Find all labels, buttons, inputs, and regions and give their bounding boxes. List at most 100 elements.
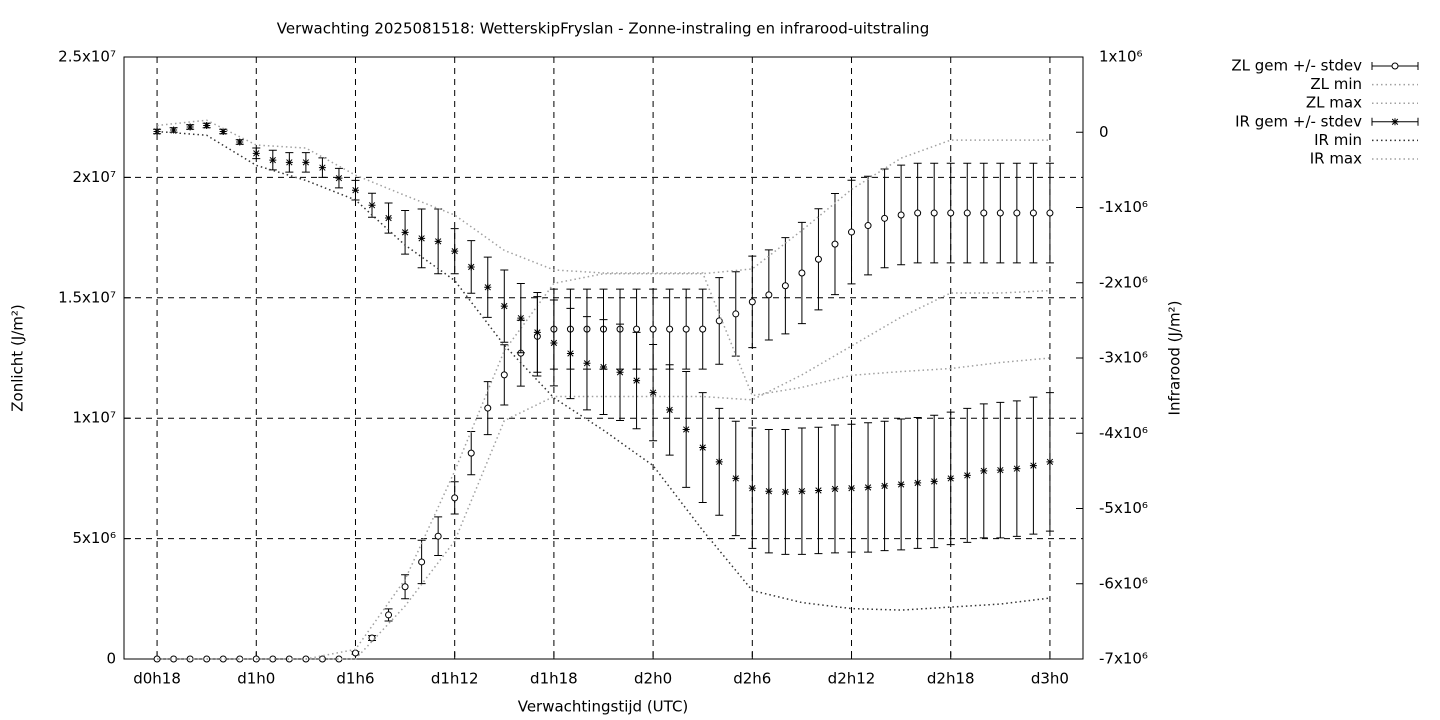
marker-star xyxy=(203,121,211,129)
marker-circle xyxy=(1029,209,1037,217)
marker-circle xyxy=(484,404,492,412)
marker-star xyxy=(269,156,277,164)
marker-star xyxy=(500,302,508,310)
legend-label: ZL max xyxy=(1306,94,1362,112)
x-tick-label: d2h0 xyxy=(634,670,672,688)
marker-star xyxy=(252,149,260,157)
marker-star xyxy=(897,480,905,488)
marker-star xyxy=(1029,462,1037,470)
marker-circle xyxy=(236,655,244,663)
x-tick-label: d0h18 xyxy=(133,670,181,688)
marker-circle xyxy=(914,209,922,217)
marker-star xyxy=(666,406,674,414)
marker-star xyxy=(781,488,789,496)
marker-circle xyxy=(798,269,806,277)
marker-circle xyxy=(401,583,409,591)
y2-tick-label: 1x10⁶ xyxy=(1099,48,1143,66)
marker-circle xyxy=(848,228,856,236)
marker-circle xyxy=(765,291,773,299)
marker-circle xyxy=(930,209,938,217)
legend-marker xyxy=(1391,62,1399,70)
y-tick-label: 1.5x10⁷ xyxy=(58,288,116,306)
marker-star xyxy=(980,467,988,475)
marker-star xyxy=(947,474,955,482)
marker-star xyxy=(748,484,756,492)
marker-star xyxy=(814,486,822,494)
range-line xyxy=(156,119,1050,397)
marker-star xyxy=(715,458,723,466)
x-tick-label: d1h12 xyxy=(431,670,479,688)
marker-star xyxy=(996,466,1004,474)
marker-star xyxy=(633,377,641,385)
marker-star xyxy=(649,389,657,397)
marker-circle xyxy=(831,240,839,248)
marker-star xyxy=(285,158,293,166)
marker-circle xyxy=(351,649,359,657)
marker-star xyxy=(318,164,326,172)
x-tick-label: d2h6 xyxy=(733,670,771,688)
legend-label: ZL min xyxy=(1310,75,1362,93)
marker-star xyxy=(401,228,409,236)
marker-star xyxy=(434,237,442,245)
marker-circle xyxy=(285,655,293,663)
marker-circle xyxy=(732,310,740,318)
x-tick-label: d2h18 xyxy=(927,670,975,688)
marker-star xyxy=(368,201,376,209)
marker-star xyxy=(765,487,773,495)
marker-circle xyxy=(947,209,955,217)
x-tick-label: d1h18 xyxy=(530,670,578,688)
y-tick-label: 2.5x10⁷ xyxy=(58,48,116,66)
x-axis-label: Verwachtingstijd (UTC) xyxy=(518,698,689,716)
marker-star xyxy=(170,126,178,134)
marker-star xyxy=(963,471,971,479)
marker-star xyxy=(600,363,607,371)
marker-circle xyxy=(186,655,194,663)
marker-star xyxy=(335,174,343,182)
legend-label: IR gem +/- stdev xyxy=(1235,112,1362,130)
marker-star xyxy=(831,485,839,493)
marker-circle xyxy=(897,211,905,219)
marker-star xyxy=(864,483,872,491)
marker-circle xyxy=(963,209,971,217)
chart-title: Verwachting 2025081518: WetterskipFrysla… xyxy=(277,20,929,38)
marker-star xyxy=(682,425,690,433)
marker-circle xyxy=(814,255,822,263)
y2-tick-label: -1x10⁶ xyxy=(1099,198,1148,216)
y2-tick-label: -2x10⁶ xyxy=(1099,273,1148,291)
y-tick-label: 5x10⁶ xyxy=(72,529,116,547)
marker-circle xyxy=(434,532,442,540)
marker-star xyxy=(1013,465,1021,473)
legend-label: IR max xyxy=(1310,150,1362,168)
x-tick-label: d1h0 xyxy=(237,670,275,688)
marker-star xyxy=(484,283,492,291)
marker-star xyxy=(930,477,938,485)
marker-star xyxy=(351,186,359,194)
y-axis-label: Zonlicht (J/m²) xyxy=(9,304,27,412)
marker-star xyxy=(1046,458,1054,466)
marker-star xyxy=(236,138,244,146)
marker-circle xyxy=(500,371,508,379)
y2-tick-label: -6x10⁶ xyxy=(1099,574,1148,592)
x-tick-label: d2h12 xyxy=(828,670,876,688)
marker-circle xyxy=(451,494,459,502)
y-tick-label: 1x10⁷ xyxy=(72,409,116,427)
marker-star xyxy=(616,368,624,376)
marker-circle xyxy=(748,298,756,306)
marker-circle xyxy=(1046,209,1054,217)
marker-star xyxy=(533,328,541,336)
marker-circle xyxy=(864,222,872,230)
y-tick-label: 2x10⁷ xyxy=(72,168,116,186)
marker-star xyxy=(467,263,475,271)
y2-tick-label: -7x10⁶ xyxy=(1099,650,1148,668)
marker-circle xyxy=(335,655,343,663)
x-tick-label: d3h0 xyxy=(1031,670,1069,688)
marker-star xyxy=(798,487,806,495)
marker-star xyxy=(566,349,574,357)
marker-circle xyxy=(699,325,707,333)
x-tick-label: d1h6 xyxy=(336,670,374,688)
y-tick-label: 0 xyxy=(106,650,116,668)
marker-circle xyxy=(633,325,641,333)
marker-circle xyxy=(881,214,889,222)
marker-circle xyxy=(418,558,426,566)
